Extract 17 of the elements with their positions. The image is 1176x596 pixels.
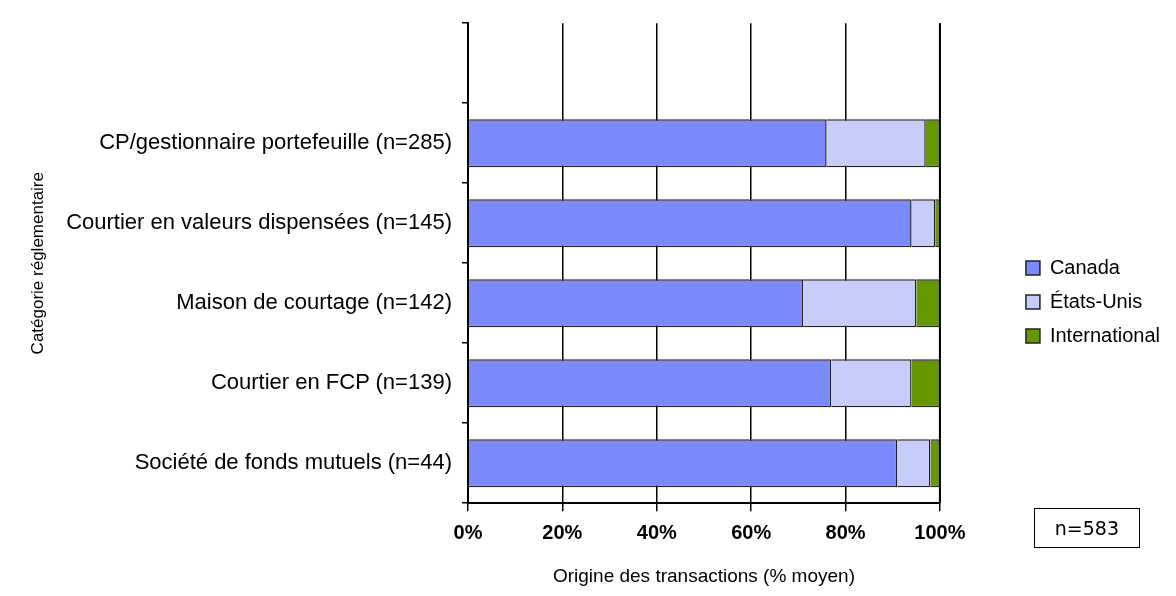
legend-label: États-Unis (1049, 289, 1143, 312)
x-axis-title: Origine des transactions (% moyen) (552, 564, 855, 586)
y-tick-label: Société de fonds mutuels (n=44) (134, 449, 452, 475)
text: n=583 (1033, 508, 1140, 548)
y-tick-label: CP/gestionnaire portefeuille (n=285) (99, 129, 452, 155)
y-tick-label: Maison de courtage (n=142) (176, 289, 452, 315)
x-tick-label: 60% (731, 520, 772, 543)
y-tick-label: Courtier en valeurs dispensées (n=145) (66, 209, 452, 235)
x-tick-label: 0% (453, 520, 483, 543)
x-tick-label: 80% (825, 520, 866, 543)
x-tick-label: 100% (914, 520, 966, 543)
legend-label: Canada (1049, 255, 1121, 278)
x-tick-label: 20% (542, 520, 583, 543)
x-tick-label: 40% (636, 520, 677, 543)
y-tick-label: Courtier en FCP (n=139) (210, 369, 452, 395)
y-axis-title: Catégorie réglementaire (27, 172, 47, 355)
legend-label: International (1049, 323, 1160, 346)
